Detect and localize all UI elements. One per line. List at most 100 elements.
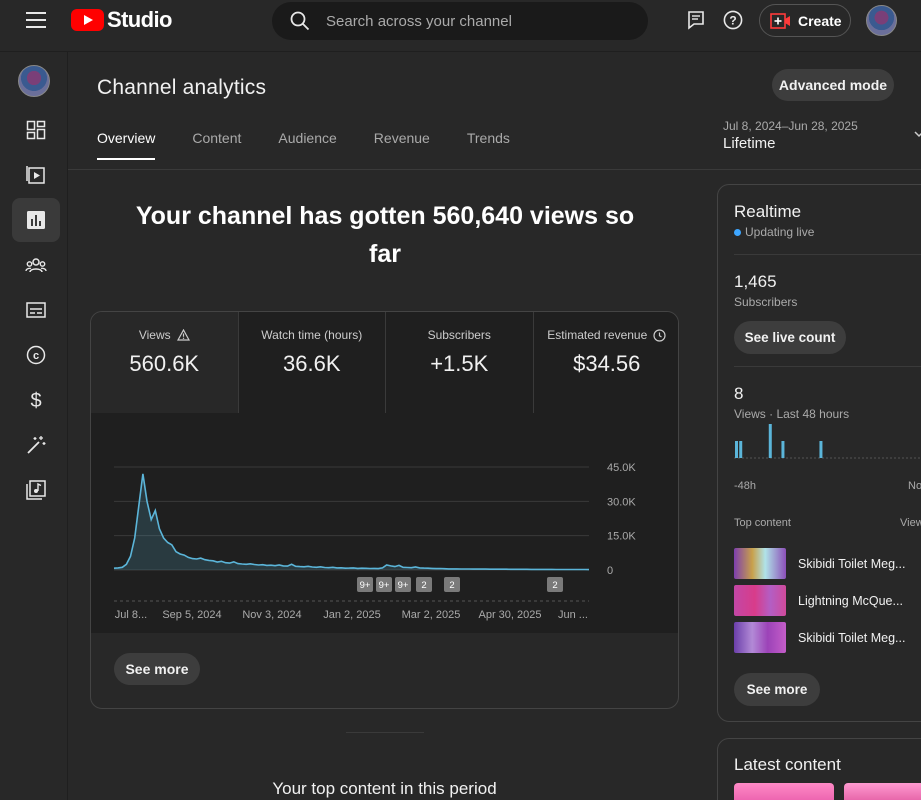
views-column-label: View <box>900 517 921 529</box>
dollar-icon: $ <box>30 390 41 411</box>
realtime-bar <box>781 441 785 458</box>
date-range[interactable]: Jul 8, 2024–Jun 28, 2025 <box>723 119 858 133</box>
annotation-marker <box>395 577 411 592</box>
realtime-views-bar-chart[interactable] <box>734 423 921 473</box>
tab-audience[interactable]: Audience <box>278 130 337 146</box>
metric-revenue[interactable]: Estimated revenue $34.56 <box>533 312 678 413</box>
metric-label: Watch time (hours) <box>261 328 363 342</box>
create-label: Create <box>798 12 842 29</box>
see-live-count-button[interactable]: See live count <box>734 321 846 354</box>
top-content-item[interactable]: Skibidi Toilet Meg... <box>734 548 905 579</box>
x-tick-label: Jun ... <box>558 609 588 621</box>
nav-content[interactable] <box>12 153 60 197</box>
tab-content[interactable]: Content <box>192 130 242 146</box>
annotation-marker-label: 9+ <box>360 580 371 591</box>
metric-watch-time[interactable]: Watch time (hours) 36.6K <box>238 312 386 413</box>
axis-label-left: -48h <box>734 480 757 492</box>
help-icon[interactable]: ? <box>723 10 743 30</box>
video-title: Lightning McQue... <box>798 593 903 608</box>
metric-subscribers[interactable]: Subscribers +1.5K <box>386 312 534 413</box>
annotation-marker-label: 2 <box>449 580 454 591</box>
nav-copyright[interactable]: c <box>12 333 60 377</box>
top-content-item[interactable]: Skibidi Toilet Meg... <box>734 622 905 653</box>
tab-overview[interactable]: Overview <box>97 130 156 160</box>
create-button[interactable]: Create <box>759 4 851 37</box>
add-video-icon <box>770 12 790 29</box>
x-tick-label: Sep 5, 2024 <box>162 609 221 621</box>
nav-analytics[interactable] <box>12 198 60 242</box>
tab-revenue[interactable]: Revenue <box>373 130 430 146</box>
video-title: Skibidi Toilet Meg... <box>798 556 906 571</box>
video-thumbnail[interactable] <box>844 783 921 800</box>
warning-icon <box>176 329 190 341</box>
analytics-tabs: Overview Content Audience Revenue Trends <box>97 130 547 160</box>
latest-content-card: Latest content <box>717 738 921 800</box>
annotation-marker <box>444 577 460 592</box>
analytics-icon <box>27 211 45 229</box>
x-tick-label: Jul 8... <box>115 609 147 621</box>
views-value: 8 <box>734 384 744 403</box>
tabs-divider <box>68 169 921 170</box>
metric-views[interactable]: Views 560.6K <box>91 312 239 413</box>
metric-tabs: Views 560.6K Watch time (hours) 36.6K Su… <box>91 312 678 413</box>
subscribers-value: 1,465 <box>734 272 777 291</box>
realtime-card: Realtime Updating live 1,465 Subscribers… <box>717 184 921 722</box>
nav-subtitles[interactable] <box>12 288 60 332</box>
menu-icon[interactable] <box>26 12 46 28</box>
top-content-item[interactable]: Lightning McQue... <box>734 585 903 616</box>
y-tick-label: 0 <box>607 565 613 577</box>
updating-live-status: Updating live <box>734 225 814 239</box>
nav-dashboard[interactable] <box>12 108 60 152</box>
realtime-see-more-button[interactable]: See more <box>734 673 820 706</box>
section-divider <box>346 732 424 733</box>
account-avatar[interactable] <box>866 5 897 36</box>
chevron-down-icon[interactable] <box>914 130 921 138</box>
metric-label: Estimated revenue <box>547 328 648 342</box>
youtube-play-icon <box>71 9 104 31</box>
dashboard-icon <box>26 120 46 140</box>
search-input[interactable] <box>326 12 626 30</box>
annotation-marker <box>357 577 373 592</box>
community-icon <box>25 258 47 273</box>
search-bar[interactable] <box>272 2 648 40</box>
live-dot-icon <box>734 228 741 236</box>
annotation-marker <box>376 577 392 592</box>
realtime-bar <box>739 441 743 458</box>
chart-background <box>91 413 678 633</box>
metric-value: 560.6K <box>129 351 200 376</box>
views-headline: Your channel has gotten 560,640 views so… <box>90 197 680 273</box>
x-tick-label: Jan 2, 2025 <box>323 609 381 621</box>
date-period-label[interactable]: Lifetime <box>723 135 776 152</box>
realtime-bar <box>735 441 738 458</box>
headline-line-2: far <box>369 240 401 268</box>
y-tick-label: 45.0K <box>607 462 636 474</box>
x-tick-label: Mar 2, 2025 <box>402 609 461 621</box>
channel-avatar[interactable] <box>18 65 50 97</box>
see-more-button[interactable]: See more <box>114 653 200 685</box>
realtime-bar <box>819 441 823 458</box>
axis-label-right: No <box>908 480 921 492</box>
series-area <box>114 473 589 570</box>
audio-library-icon <box>26 480 46 500</box>
nav-earn[interactable]: $ <box>12 378 60 422</box>
advanced-mode-button[interactable]: Advanced mode <box>772 69 894 101</box>
nav-audio-library[interactable] <box>12 468 60 512</box>
realtime-title: Realtime <box>734 202 802 221</box>
nav-customization[interactable] <box>12 423 60 467</box>
y-tick-label: 15.0K <box>607 531 636 543</box>
svg-text:?: ? <box>729 14 736 28</box>
metric-value: 36.6K <box>283 351 341 376</box>
live-text: Updating live <box>745 225 815 239</box>
nav-community[interactable] <box>12 243 60 287</box>
video-thumbnail[interactable] <box>734 783 834 800</box>
views-chart[interactable]: 45.0K 30.0K 15.0K 0 9+ 9+ 9+ 2 2 2 Jul 8... Sep 5, … <box>91 413 679 633</box>
tab-trends[interactable]: Trends <box>466 130 510 146</box>
y-tick-label: 30.0K <box>607 496 636 508</box>
studio-logo[interactable]: Studio <box>71 7 172 32</box>
video-title: Skibidi Toilet Meg... <box>798 630 906 645</box>
feedback-icon[interactable] <box>687 10 705 30</box>
annotation-marker <box>547 577 563 592</box>
top-content-heading: Your top content in this period <box>272 779 497 798</box>
video-thumbnail <box>734 585 786 616</box>
page-title: Channel analytics <box>97 76 267 99</box>
